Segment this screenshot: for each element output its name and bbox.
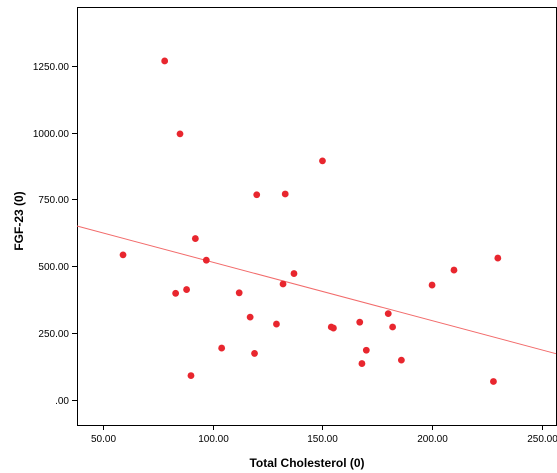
y-axis: .00 250.00 500.00 750.00 1000.00 1250.00 (33, 62, 77, 407)
x-tick-label: 200.00 (417, 434, 448, 445)
data-point (362, 346, 370, 354)
data-point (397, 356, 405, 364)
y-tick-label: 1000.00 (33, 129, 70, 140)
x-axis: 50.00 100.00 150.00 200.00 250.00 (91, 425, 557, 445)
data-point (119, 251, 127, 259)
data-point (161, 57, 169, 65)
data-point (281, 190, 289, 198)
data-point (246, 313, 254, 321)
data-point (389, 323, 397, 331)
data-point (202, 256, 210, 264)
data-point (273, 320, 280, 328)
data-point (290, 270, 298, 277)
data-point (356, 318, 364, 326)
data-point (218, 344, 226, 352)
data-point (494, 254, 502, 262)
data-point (191, 235, 199, 242)
data-point (358, 360, 366, 367)
data-point (235, 289, 243, 297)
data-point (251, 350, 258, 357)
x-axis-title: Total Cholesterol (0) (249, 456, 364, 470)
data-point (176, 130, 184, 138)
plot-area (77, 7, 557, 426)
data-point (330, 324, 337, 332)
x-tick-label: 50.00 (91, 434, 116, 445)
data-point (428, 281, 436, 289)
y-tick-label: 750.00 (38, 195, 69, 206)
data-point (384, 310, 392, 318)
y-tick-label: 250.00 (38, 329, 69, 340)
data-point (253, 191, 261, 199)
x-tick-label: 150.00 (307, 434, 338, 445)
y-tick-label: .00 (55, 396, 69, 407)
data-point (172, 289, 180, 297)
data-point (183, 286, 190, 293)
data-point (450, 266, 458, 274)
data-point (319, 157, 326, 165)
y-axis-title: FGF-23 (0) (12, 191, 26, 250)
data-point (187, 372, 195, 379)
y-tick-label: 500.00 (38, 262, 69, 273)
x-tick-label: 100.00 (198, 434, 229, 445)
fit-line (76, 225, 557, 355)
x-tick-label: 250.00 (527, 434, 557, 445)
data-points (119, 57, 502, 385)
data-point (490, 378, 497, 385)
data-point (279, 280, 287, 288)
y-tick-label: 1250.00 (33, 62, 70, 73)
